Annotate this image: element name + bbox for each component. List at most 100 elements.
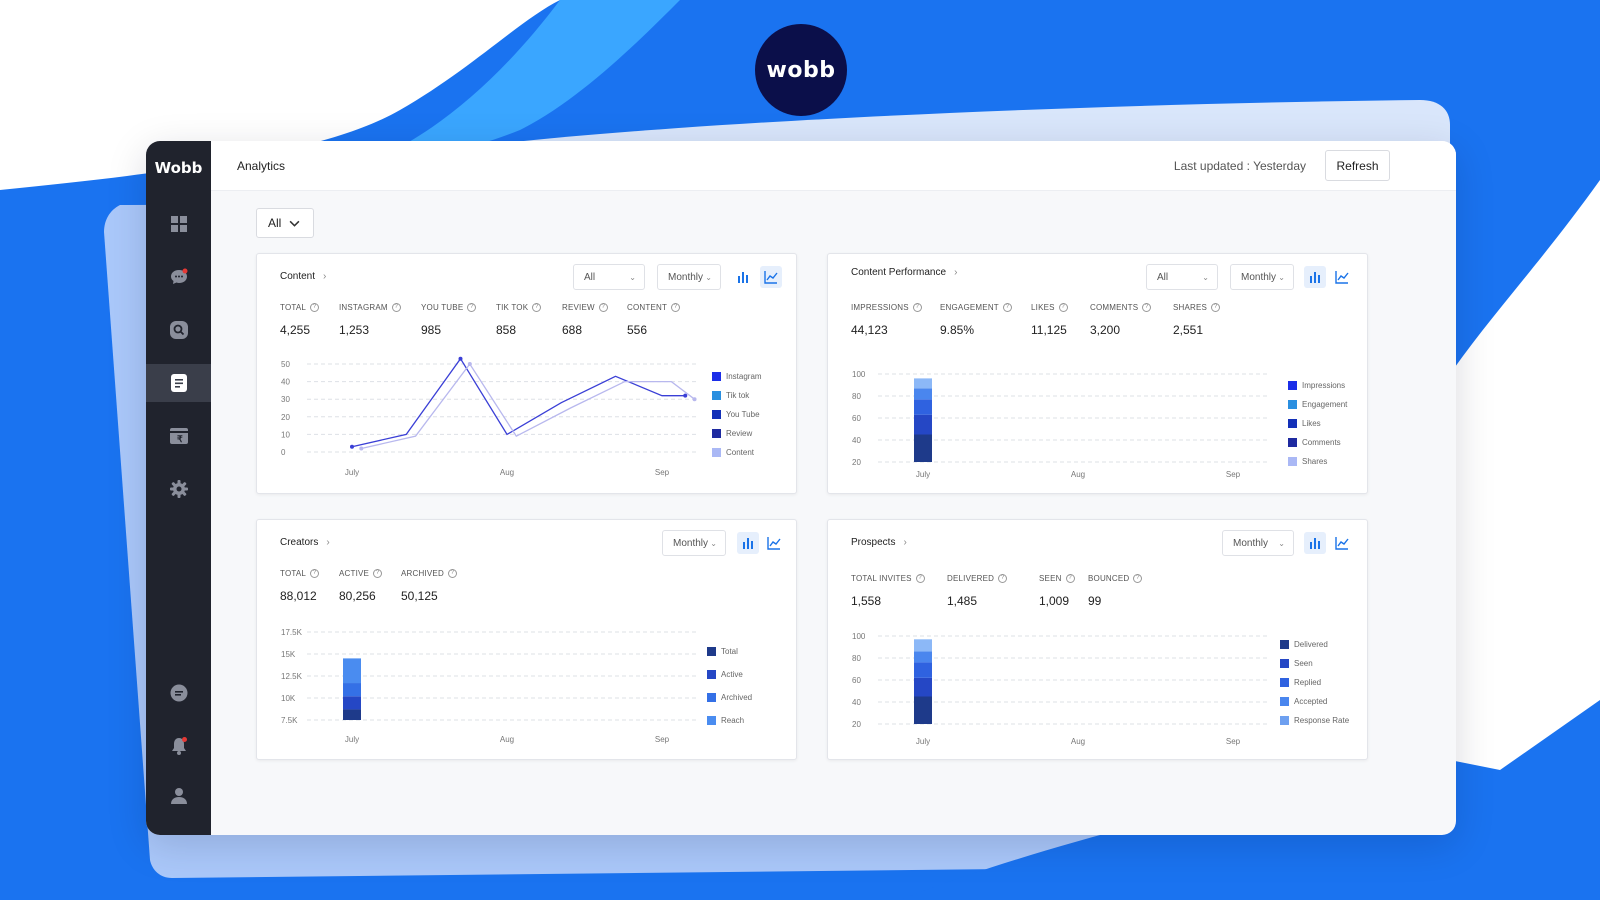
x-tick-label: Aug xyxy=(1071,470,1085,479)
help-icon: ? xyxy=(1211,303,1221,312)
chevron-down-icon: ⌄ xyxy=(1278,538,1285,548)
refresh-button[interactable]: Refresh xyxy=(1325,150,1390,181)
legend-swatch xyxy=(712,372,721,381)
help-icon: ? xyxy=(1133,574,1143,583)
content-type-dropdown[interactable]: All ⌄ xyxy=(573,264,645,290)
bar-view-button[interactable] xyxy=(732,266,754,288)
x-tick-label: Aug xyxy=(1071,737,1085,746)
legend-swatch xyxy=(712,448,721,457)
y-tick-label: 10K xyxy=(281,694,296,703)
chevron-right-icon: › xyxy=(323,271,327,282)
y-tick-label: 40 xyxy=(281,378,290,387)
bar-view-button[interactable] xyxy=(1304,266,1326,288)
bar-segment xyxy=(914,414,932,435)
global-filter-value: All xyxy=(268,216,282,230)
legend-swatch xyxy=(707,670,716,679)
legend-item: Archived xyxy=(707,688,752,707)
prospects-legend: Delivered Seen Replied Accepted Response Rat… xyxy=(1280,635,1349,730)
wobb-logo-badge: wobb xyxy=(755,24,847,116)
help-icon: ? xyxy=(1058,303,1068,312)
content-card-title[interactable]: Content › xyxy=(280,271,327,282)
stat-engagement: ENGAGEMENT? 9.85% xyxy=(940,303,1031,337)
help-icon: ? xyxy=(373,569,383,578)
stat-seen: SEEN? 1,009 xyxy=(1039,574,1088,608)
legend-item: Instagram xyxy=(712,367,762,386)
line-view-button[interactable] xyxy=(1331,266,1353,288)
bar-segment xyxy=(914,677,932,697)
sidebar-item-analytics[interactable] xyxy=(146,364,211,402)
creators-card: Creators › Monthly ⌄ TOTAL? 88,012 ACTIVE? 8… xyxy=(256,519,797,760)
prospects-card-title[interactable]: Prospects › xyxy=(851,537,907,548)
sidebar-item-messages[interactable] xyxy=(146,258,211,296)
content-legend: Instagram Tik tok You Tube Review Content xyxy=(712,367,762,462)
data-point xyxy=(350,444,354,449)
legend-item: Seen xyxy=(1280,654,1349,673)
creators-legend: Total Active Archived Reach xyxy=(707,642,752,730)
performance-card-title[interactable]: Content Performance › xyxy=(851,267,958,278)
content-period-dropdown[interactable]: Monthly ⌄ xyxy=(657,264,721,290)
line-view-button[interactable] xyxy=(763,532,785,554)
series-line xyxy=(351,357,686,448)
legend-item: Total xyxy=(707,642,752,661)
sidebar-item-search[interactable] xyxy=(146,311,211,349)
prospects-period-dropdown[interactable]: Monthly ⌄ xyxy=(1222,530,1294,556)
performance-type-dropdown[interactable]: All ⌄ xyxy=(1146,264,1218,290)
legend-swatch xyxy=(707,647,716,656)
sidebar-item-support[interactable] xyxy=(146,674,211,712)
line-view-button[interactable] xyxy=(1331,532,1353,554)
performance-stats: IMPRESSIONS? 44,123 ENGAGEMENT? 9.85% LIKE… xyxy=(851,303,1243,337)
help-icon: ? xyxy=(1065,574,1075,583)
help-icon: ? xyxy=(1142,303,1152,312)
sidebar-item-settings[interactable] xyxy=(146,470,211,508)
creators-period-dropdown[interactable]: Monthly ⌄ xyxy=(662,530,726,556)
help-icon: ? xyxy=(915,574,925,583)
creators-card-title[interactable]: Creators › xyxy=(280,537,330,548)
help-icon: ? xyxy=(998,574,1008,583)
legend-item: Engagement xyxy=(1288,395,1347,414)
chevron-right-icon: › xyxy=(903,537,907,548)
creators-stats: TOTAL? 88,012 ACTIVE? 80,256 ARCHIVED? 50,1… xyxy=(280,569,471,603)
legend-swatch xyxy=(712,410,721,419)
content-performance-card: Content Performance › All ⌄ Monthly ⌄ IMPRE… xyxy=(827,253,1368,494)
legend-item: Replied xyxy=(1280,673,1349,692)
search-icon xyxy=(169,321,188,339)
legend-label: Active xyxy=(721,670,743,679)
stat-total: TOTAL? 4,255 xyxy=(280,303,339,337)
data-point xyxy=(683,393,688,398)
content-line-chart: 0 10 20 30 40 50 July Aug Sep xyxy=(281,356,697,477)
x-tick-label: July xyxy=(916,737,930,746)
legend-item: Delivered xyxy=(1280,635,1349,654)
line-chart-icon xyxy=(1335,271,1349,284)
legend-swatch xyxy=(1288,419,1297,428)
legend-swatch xyxy=(1280,716,1289,725)
chevron-right-icon: › xyxy=(954,267,958,278)
legend-swatch xyxy=(707,693,716,702)
prospects-stats: TOTAL INVITES? 1,558 DELIVERED? 1,485 SEEN… xyxy=(851,574,1158,608)
legend-label: Archived xyxy=(721,693,753,702)
sidebar-item-notifications[interactable] xyxy=(146,727,211,765)
performance-period-dropdown[interactable]: Monthly ⌄ xyxy=(1230,264,1294,290)
bar-view-button[interactable] xyxy=(737,532,759,554)
sidebar-item-dashboard[interactable] xyxy=(146,205,211,243)
help-icon: ? xyxy=(310,569,320,578)
stat-shares: SHARES? 2,551 xyxy=(1173,303,1243,337)
bar-chart-icon xyxy=(1310,538,1320,549)
legend-label: Tik tok xyxy=(726,391,750,400)
data-point xyxy=(467,362,472,366)
y-tick-label: 80 xyxy=(852,392,861,401)
sidebar: Wobb ₹ xyxy=(146,141,211,835)
help-icon: ? xyxy=(310,303,320,312)
y-tick-label: 50 xyxy=(281,360,290,369)
legend-item: Impressions xyxy=(1288,376,1347,395)
top-bar: Analytics Last updated : Yesterday Refre… xyxy=(211,141,1456,191)
line-view-button[interactable] xyxy=(760,266,782,288)
legend-label: Reach xyxy=(721,716,745,725)
sidebar-item-payments[interactable]: ₹ xyxy=(146,417,211,455)
global-filter-select[interactable]: All xyxy=(256,208,314,238)
line-chart-icon xyxy=(1335,537,1349,550)
stat-bounced: BOUNCED? 99 xyxy=(1088,574,1158,608)
x-tick-label: Sep xyxy=(655,735,670,744)
sidebar-item-profile[interactable] xyxy=(146,777,211,815)
x-tick-label: Sep xyxy=(1226,737,1241,746)
bar-view-button[interactable] xyxy=(1304,532,1326,554)
